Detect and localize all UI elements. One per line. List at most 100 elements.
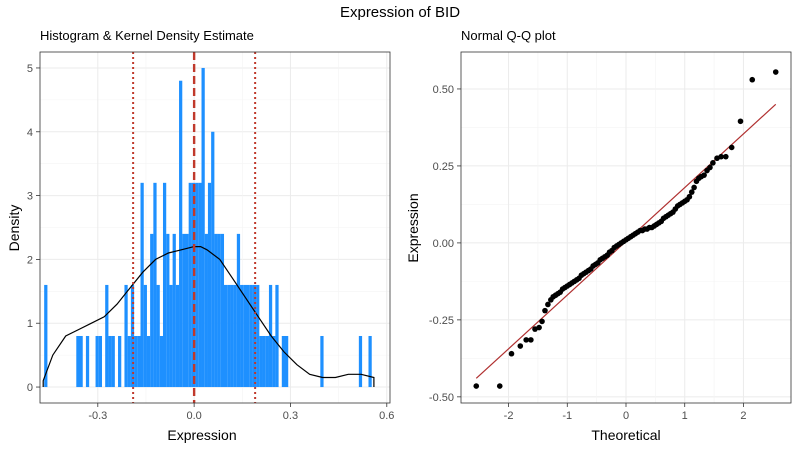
histogram-bar xyxy=(285,335,289,388)
histogram-bar xyxy=(256,284,260,388)
qq-point xyxy=(528,337,534,343)
histogram-bar xyxy=(79,335,83,388)
histogram-bars xyxy=(44,67,372,388)
histogram-bar xyxy=(195,182,199,388)
qq-point xyxy=(539,318,545,325)
qq-title: Normal Q-Q plot xyxy=(461,28,556,43)
qq-x-ticks: -2 -1 0 1 2 xyxy=(504,403,747,422)
histogram-bar xyxy=(143,284,147,388)
histogram-bar xyxy=(76,335,80,388)
y-tick-label: 3 xyxy=(27,191,33,203)
histogram-bar xyxy=(105,284,109,388)
figure-title: Expression of BID xyxy=(340,4,460,21)
histogram-bar xyxy=(259,335,263,388)
qq-panel: Normal Q-Q plot -2 -1 0 1 2 -0.50 -0.25 0.00 0.… xyxy=(405,28,792,443)
histogram-bar xyxy=(95,335,99,388)
histogram-bar xyxy=(204,233,208,388)
x-tick-label: 0 xyxy=(623,410,629,422)
kde-curve xyxy=(42,246,375,387)
histogram-bar xyxy=(137,335,141,388)
histogram-bar xyxy=(188,182,192,388)
histogram-bar xyxy=(146,335,151,388)
histogram-bar xyxy=(249,284,253,388)
histogram-bar xyxy=(272,335,276,388)
histogram-bar xyxy=(262,335,266,388)
y-tick-label: 5 xyxy=(27,63,33,75)
histogram-bar xyxy=(281,335,286,388)
qq-point xyxy=(688,189,695,195)
qq-x-axis-label: Theoretical xyxy=(591,427,660,443)
histogram-x-ticks: -0.3 0.0 0.3 0.6 xyxy=(88,403,394,422)
qq-point xyxy=(536,324,542,331)
y-tick-label: 2 xyxy=(27,254,33,266)
histogram-bar xyxy=(320,335,324,388)
histogram-bar xyxy=(227,284,231,388)
histogram-bar xyxy=(162,182,167,388)
histogram-bar xyxy=(185,233,189,388)
qq-point xyxy=(772,69,779,75)
histogram-bar xyxy=(223,284,228,388)
histogram-bar xyxy=(108,335,112,388)
histogram-bar xyxy=(243,284,247,388)
histogram-bar xyxy=(246,284,250,388)
histogram-bar xyxy=(368,335,372,388)
x-tick-label: 0.6 xyxy=(379,410,394,422)
histogram-bar xyxy=(111,335,115,388)
histogram-bar xyxy=(236,233,241,388)
reference-lines xyxy=(132,52,257,403)
histogram-bar xyxy=(214,233,218,388)
histogram-bar xyxy=(175,284,180,388)
histogram-bar xyxy=(150,233,154,388)
qq-point xyxy=(701,172,707,178)
histogram-bar xyxy=(358,335,363,388)
qq-point xyxy=(728,144,735,151)
qq-point xyxy=(707,164,713,171)
histogram-bar xyxy=(233,284,237,388)
histogram-panel: Histogram & Kernel Density Estimate -0.3… xyxy=(6,28,394,443)
histogram-bar xyxy=(275,284,279,388)
histogram-x-axis-label: Expression xyxy=(167,427,236,443)
histogram-bar xyxy=(252,284,257,388)
histogram-y-axis-label: Density xyxy=(6,205,22,252)
qq-point xyxy=(686,193,693,200)
y-tick-label: 0.00 xyxy=(433,238,454,250)
histogram-y-ticks: 0 1 2 3 4 5 xyxy=(27,63,40,394)
y-tick-label: 0.25 xyxy=(433,161,454,173)
y-tick-label: 0.50 xyxy=(433,84,454,96)
histogram-bar xyxy=(182,233,186,388)
kde-curve-group xyxy=(42,246,375,387)
y-tick-label: -0.50 xyxy=(429,392,454,404)
qq-point xyxy=(718,153,724,160)
histogram-bar xyxy=(85,335,90,388)
histogram-bar xyxy=(153,182,157,388)
qq-point xyxy=(691,184,697,191)
histogram-title: Histogram & Kernel Density Estimate xyxy=(40,28,254,43)
qq-point xyxy=(545,301,551,308)
x-tick-label: -2 xyxy=(504,410,514,422)
y-tick-label: 4 xyxy=(27,127,33,139)
qq-point xyxy=(749,76,756,83)
histogram-bar xyxy=(130,284,135,388)
histogram-bar xyxy=(172,233,176,388)
histogram-bar xyxy=(211,131,215,388)
qq-point xyxy=(710,160,716,166)
histogram-bar xyxy=(207,182,212,388)
histogram-panel-border xyxy=(39,51,391,404)
histogram-bar xyxy=(265,335,269,388)
qq-point xyxy=(542,307,548,314)
qq-point xyxy=(517,343,524,349)
x-tick-label: 0.0 xyxy=(186,410,201,422)
qq-point xyxy=(523,337,529,343)
histogram-bar xyxy=(118,335,122,388)
histogram-bar xyxy=(201,67,205,388)
qq-point xyxy=(737,118,744,125)
histogram-bar xyxy=(217,233,221,388)
histogram-bar xyxy=(127,335,131,388)
qq-point xyxy=(508,350,515,357)
histogram-bar xyxy=(124,284,128,388)
histogram-bar xyxy=(98,335,103,388)
histogram-bar xyxy=(44,284,48,388)
qq-point xyxy=(723,153,729,160)
